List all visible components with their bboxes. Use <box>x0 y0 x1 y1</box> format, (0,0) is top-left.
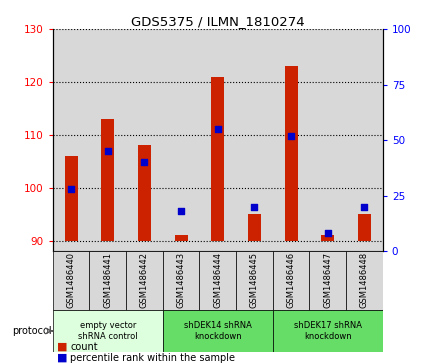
Bar <box>346 251 383 310</box>
Bar <box>89 251 126 310</box>
Bar <box>346 29 383 251</box>
Bar <box>126 251 163 310</box>
Bar <box>138 146 151 241</box>
Point <box>324 231 331 236</box>
Bar <box>236 29 273 251</box>
Text: GSM1486444: GSM1486444 <box>213 252 222 309</box>
Point <box>361 204 368 210</box>
Bar <box>285 66 297 241</box>
Bar <box>163 29 199 251</box>
Text: percentile rank within the sample: percentile rank within the sample <box>70 352 235 363</box>
Text: GSM1486440: GSM1486440 <box>66 252 76 309</box>
Bar <box>273 251 309 310</box>
Text: GSM1486446: GSM1486446 <box>286 252 296 309</box>
Point <box>104 148 111 154</box>
Bar <box>53 251 89 310</box>
Text: GSM1486442: GSM1486442 <box>140 252 149 309</box>
Text: GSM1486443: GSM1486443 <box>176 252 186 309</box>
Bar <box>211 77 224 241</box>
Bar <box>248 214 261 241</box>
Bar <box>309 29 346 251</box>
Bar <box>65 156 77 241</box>
Text: GSM1486441: GSM1486441 <box>103 252 112 309</box>
Bar <box>273 310 383 352</box>
Bar <box>309 251 346 310</box>
Bar <box>101 119 114 241</box>
Text: ■: ■ <box>57 342 68 352</box>
Text: shDEK17 shRNA
knockdown: shDEK17 shRNA knockdown <box>294 321 362 340</box>
Bar <box>199 29 236 251</box>
Bar <box>163 251 199 310</box>
Point <box>178 208 185 214</box>
Text: GSM1486448: GSM1486448 <box>360 252 369 309</box>
Point <box>141 159 148 165</box>
Point <box>68 186 75 192</box>
Point <box>288 133 295 139</box>
Title: GDS5375 / ILMN_1810274: GDS5375 / ILMN_1810274 <box>131 15 304 28</box>
Text: empty vector
shRNA control: empty vector shRNA control <box>78 321 138 340</box>
Bar <box>53 29 89 251</box>
Text: count: count <box>70 342 98 352</box>
Bar <box>199 251 236 310</box>
Bar <box>175 235 187 241</box>
Bar <box>236 251 273 310</box>
Text: GSM1486445: GSM1486445 <box>250 252 259 309</box>
Text: ■: ■ <box>57 352 68 363</box>
Point <box>214 126 221 132</box>
Bar <box>53 310 163 352</box>
Text: shDEK14 shRNA
knockdown: shDEK14 shRNA knockdown <box>184 321 252 340</box>
Point <box>251 204 258 210</box>
Bar <box>358 214 371 241</box>
Bar <box>321 235 334 241</box>
Bar <box>273 29 309 251</box>
Bar <box>163 310 273 352</box>
Bar <box>89 29 126 251</box>
Text: protocol: protocol <box>12 326 52 336</box>
Text: GSM1486447: GSM1486447 <box>323 252 332 309</box>
Bar <box>126 29 163 251</box>
